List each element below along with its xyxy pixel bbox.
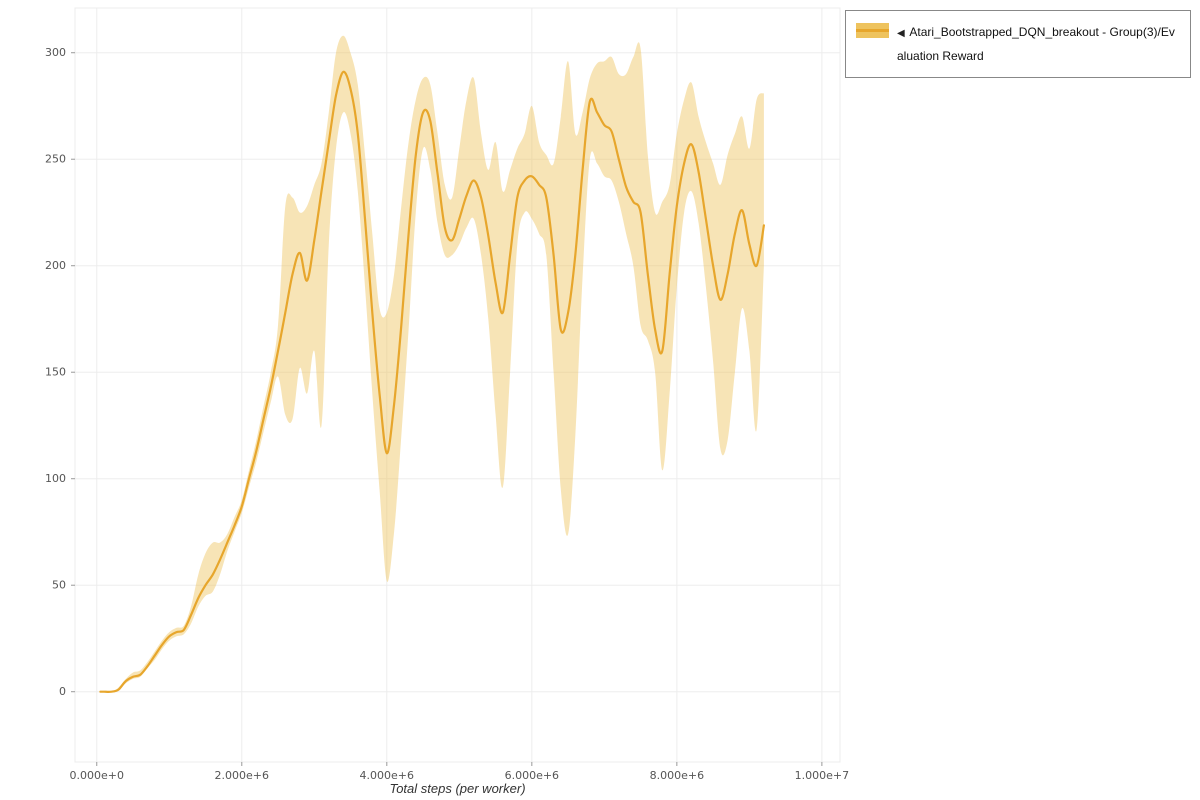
- legend-label: Atari_Bootstrapped_DQN_breakout - Group(…: [897, 25, 1175, 63]
- y-tick-label: 150: [45, 366, 66, 379]
- x-tick-label: 6.000e+6: [505, 769, 559, 782]
- legend-swatch-line-icon: [856, 29, 889, 32]
- legend-collapse-icon[interactable]: ◀: [897, 28, 905, 39]
- series-confidence-band: [100, 35, 764, 693]
- legend: ◀ Atari_Bootstrapped_DQN_breakout - Grou…: [845, 10, 1191, 78]
- y-tick-label: 200: [45, 259, 66, 272]
- y-tick-label: 100: [45, 472, 66, 485]
- series-line[interactable]: [99, 70, 765, 693]
- y-tick-label: 300: [45, 46, 66, 59]
- plot-border: [74, 7, 841, 763]
- x-tick-label: 2.000e+6: [215, 769, 269, 782]
- x-tick-label: 4.000e+6: [360, 769, 414, 782]
- x-tick-label: 8.000e+6: [650, 769, 704, 782]
- y-tick-label: 50: [52, 579, 66, 592]
- legend-entry: ◀ Atari_Bootstrapped_DQN_breakout - Grou…: [897, 20, 1180, 68]
- y-tick-label: 0: [59, 685, 66, 698]
- x-tick-label: 0.000e+0: [70, 769, 124, 782]
- y-tick-label: 250: [45, 153, 66, 166]
- x-tick-label: 1.000e+7: [795, 769, 849, 782]
- legend-series-swatch-icon[interactable]: [856, 23, 889, 38]
- x-axis-label: Total steps (per worker): [389, 781, 526, 796]
